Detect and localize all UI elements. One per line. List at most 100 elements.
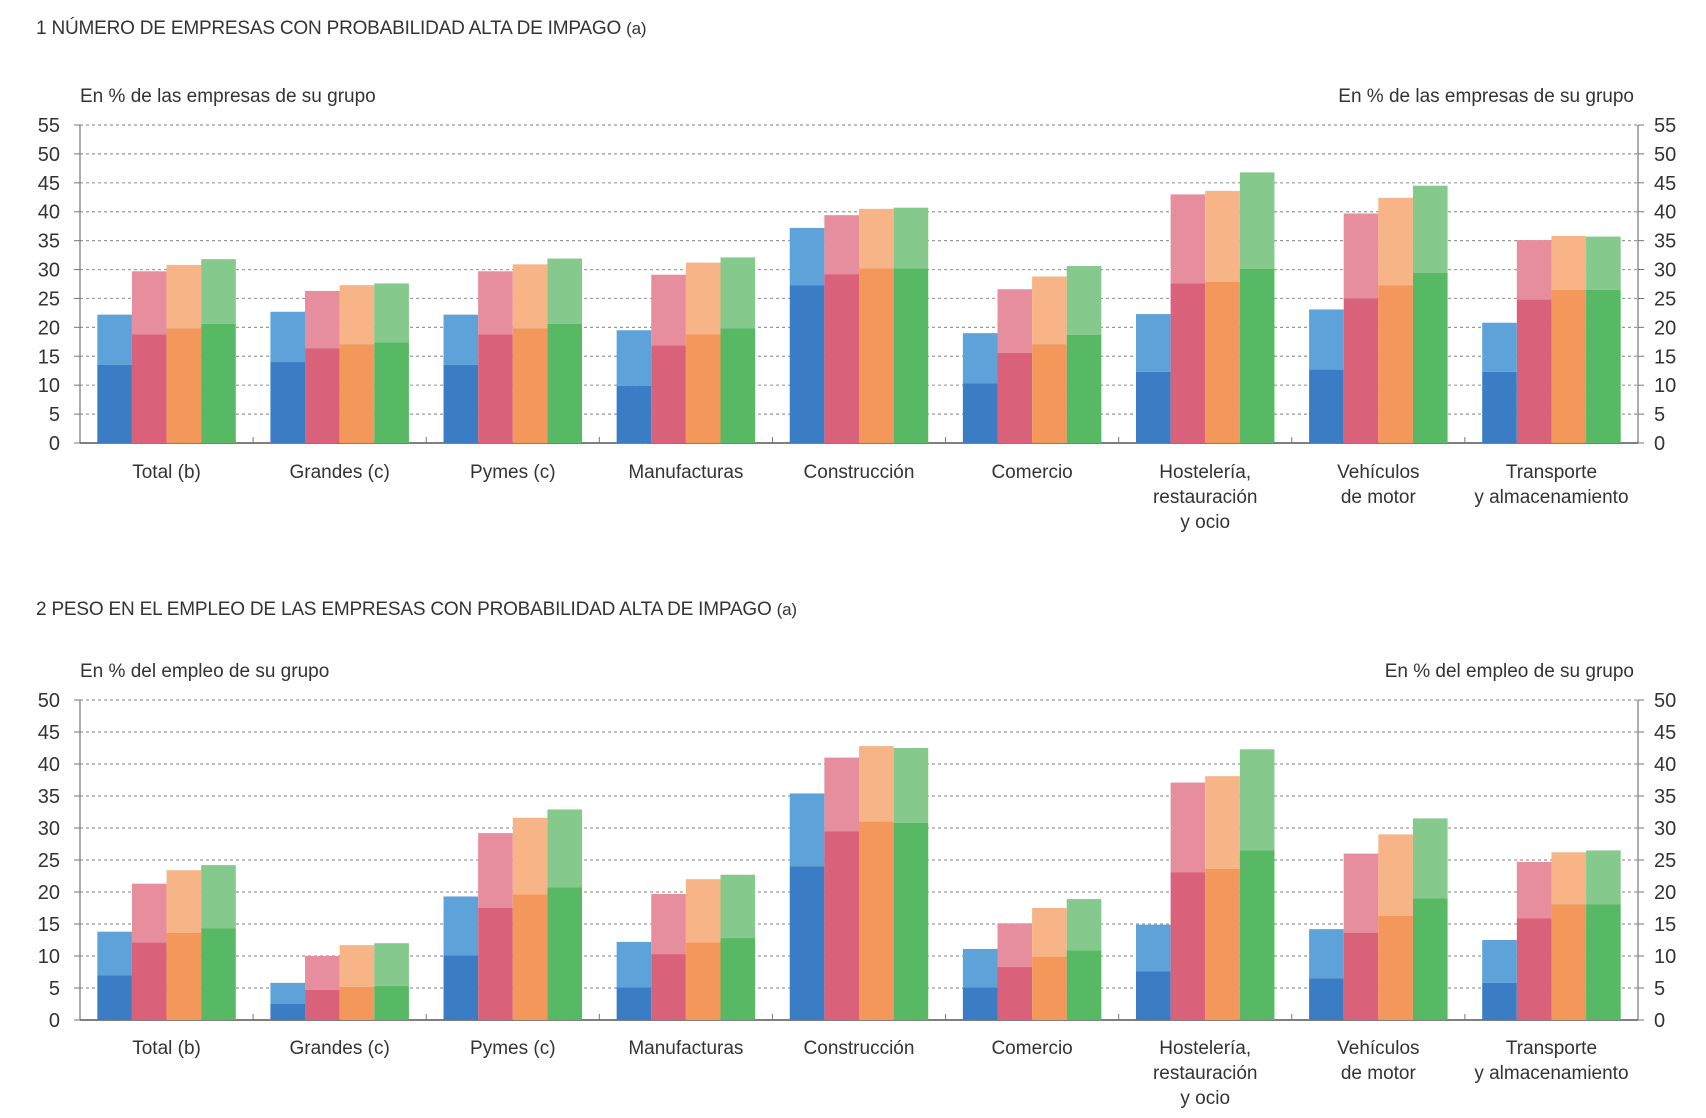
y-tick-label-left: 5 (49, 404, 60, 426)
x-tick-label: Vehículos de motor (1337, 462, 1419, 508)
y-tick-label-left: 15 (38, 346, 60, 368)
bar-total (374, 943, 409, 987)
bar-lower (720, 938, 756, 1020)
bar-total (1378, 197, 1413, 286)
bar-total (651, 893, 686, 955)
bar-total (962, 948, 998, 988)
bar-total (1551, 852, 1587, 905)
x-tick-label-line: Pymes (c) (470, 462, 556, 483)
y-tick-label-right: 40 (1654, 202, 1676, 224)
x-tick-label: Comercio (991, 462, 1072, 483)
y-tick-label-left: 45 (38, 173, 60, 195)
bar-total (1482, 940, 1517, 983)
bar-total (1135, 314, 1171, 372)
x-tick-label: Manufacturas (628, 1038, 743, 1059)
bar-total (962, 333, 998, 384)
y-tick-label-right: 45 (1654, 722, 1676, 744)
bar-lower (859, 821, 894, 1020)
bar-total (1412, 185, 1448, 274)
bar-total (789, 227, 825, 286)
bar-total (374, 283, 409, 343)
bar-total (789, 793, 825, 867)
bar-lower (789, 866, 825, 1020)
bar-total (1205, 776, 1240, 869)
x-tick-label-line: Hostelería, (1159, 1038, 1251, 1059)
x-tick-label: Vehículos de motor (1337, 1038, 1419, 1084)
bar-lower (512, 328, 548, 443)
y-tick-label-right: 10 (1654, 946, 1676, 968)
bar-lower (166, 328, 202, 443)
y-tick-label-right: 20 (1654, 317, 1676, 339)
y-tick-label-right: 15 (1654, 346, 1676, 368)
x-tick-label-line: Hostelería, (1159, 462, 1251, 483)
bar-lower (893, 822, 929, 1020)
bar-lower (962, 987, 998, 1020)
bar-lower (1343, 932, 1379, 1020)
bar-lower (1378, 915, 1413, 1020)
x-tick-label: Pymes (c) (470, 462, 556, 483)
bar-total (1412, 818, 1448, 899)
chart-1-title: 1 NÚMERO DE EMPRESAS CON PROBABILIDAD AL… (36, 18, 647, 40)
y-tick-label-right: 50 (1654, 690, 1676, 712)
y-tick-label-left: 40 (38, 202, 60, 224)
bar-total (1343, 213, 1379, 299)
y-tick-label-left: 15 (38, 914, 60, 936)
bar-lower (443, 955, 479, 1020)
bar-lower (1066, 334, 1102, 443)
chart-2-title: 2 PESO EN EL EMPLEO DE LAS EMPRESAS CON … (36, 599, 797, 621)
y-tick-label-left: 45 (38, 722, 60, 744)
y-tick-label-left: 5 (49, 978, 60, 1000)
y-axis-label-right: En % del empleo de su grupo (1385, 661, 1634, 682)
x-tick-label: Pymes (c) (470, 1038, 556, 1059)
bar-total (1239, 172, 1275, 269)
bar-total (616, 941, 652, 988)
x-tick-label-line: Grandes (c) (290, 462, 390, 483)
x-tick-label-line: restauración (1153, 487, 1258, 508)
x-tick-label-line: Comercio (991, 1038, 1072, 1059)
x-tick-label: Hostelería, restauración y ocio (1153, 1038, 1258, 1109)
bar-lower (893, 268, 929, 443)
bar-lower (270, 362, 306, 443)
bar-total (616, 330, 652, 386)
bar-lower (1516, 299, 1552, 443)
y-tick-label-right: 5 (1654, 978, 1665, 1000)
y-tick-label-right: 30 (1654, 260, 1676, 282)
x-tick-label-line: de motor (1341, 1063, 1417, 1084)
bar-lower (1205, 868, 1240, 1020)
bar-total (1170, 194, 1206, 284)
chart-2-title-note: (a) (776, 600, 797, 619)
y-tick-label-right: 25 (1654, 850, 1676, 872)
y-axis-label-left: En % del empleo de su grupo (80, 661, 329, 682)
y-tick-label-left: 10 (38, 946, 60, 968)
x-tick-label-line: y ocio (1180, 1088, 1230, 1109)
x-tick-label-line: Grandes (c) (290, 1038, 390, 1059)
x-tick-label: Grandes (c) (290, 1038, 390, 1059)
x-tick-label: Transporte y almacenamiento (1474, 1038, 1628, 1084)
bar-lower (547, 323, 583, 443)
bar-lower (201, 928, 236, 1020)
bar-lower (651, 345, 686, 443)
x-tick-label-line: y almacenamiento (1474, 1063, 1628, 1084)
bar-lower (305, 348, 340, 443)
bar-lower (1343, 298, 1379, 443)
y-tick-label-right: 40 (1654, 754, 1676, 776)
bar-lower (720, 328, 756, 443)
bar-lower (339, 986, 375, 1020)
bar-total (1205, 190, 1240, 282)
bar-lower (685, 942, 721, 1020)
bar-total (201, 865, 236, 929)
bar-lower (997, 352, 1033, 443)
bar-lower (97, 364, 132, 443)
x-tick-label-line: Construcción (804, 1038, 915, 1059)
bar-total (1516, 861, 1552, 919)
bar-total (893, 748, 929, 823)
bar-lower (824, 274, 859, 443)
y-tick-label-left: 35 (38, 231, 60, 253)
bar-total (1343, 853, 1379, 933)
bar-lower (131, 334, 167, 443)
bar-lower (1135, 971, 1171, 1020)
bar-total (893, 207, 929, 269)
bar-total (547, 258, 583, 324)
